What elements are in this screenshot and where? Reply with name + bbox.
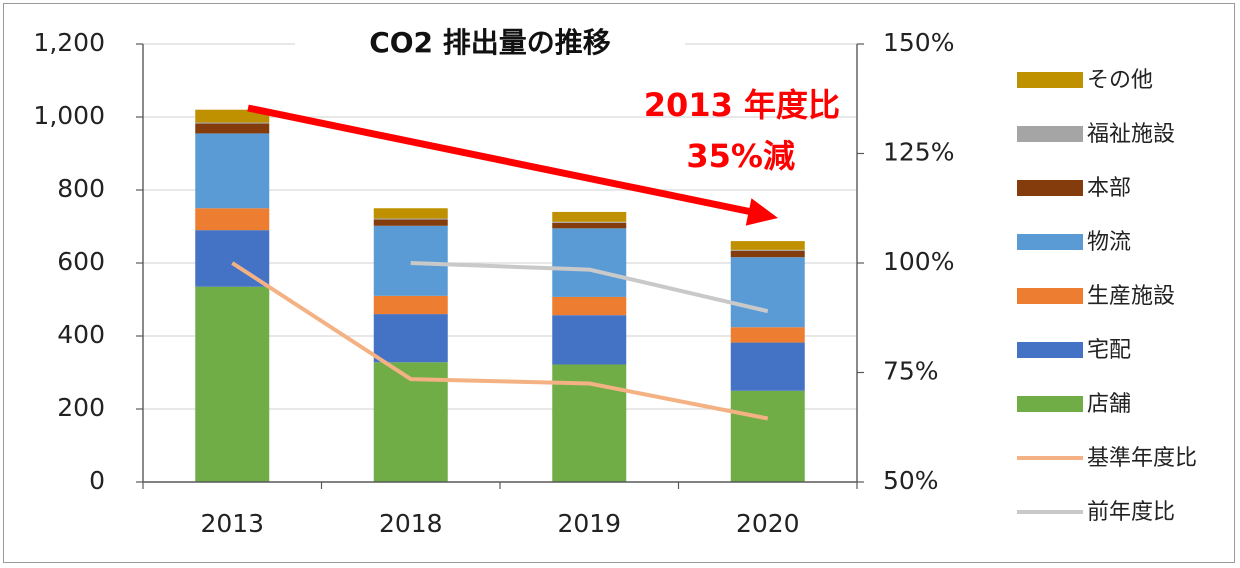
legend-label: 店舗	[1087, 392, 1131, 417]
legend-label: 生産施設	[1087, 284, 1175, 309]
bar-segment	[195, 208, 270, 231]
bar-segment	[730, 250, 805, 258]
bar-segment	[552, 315, 627, 365]
y-tick-label: 200	[57, 393, 105, 422]
chart-title: CO2 排出量の推移	[369, 26, 611, 59]
bar-segment	[195, 109, 270, 123]
bar-segment	[730, 241, 805, 250]
annotation-arrow	[247, 104, 753, 216]
bar-segment	[730, 257, 805, 328]
y2-tick-label: 150%	[883, 28, 954, 57]
annotation-group: 2013 年度比 35%減	[247, 86, 840, 226]
legend-swatch	[1017, 180, 1083, 196]
axes: 0 200 400 600 800 1,000 1,200 50% 75% 100% 125% 150…	[33, 28, 954, 538]
chart-title-group: CO2 排出量の推移	[295, 22, 685, 66]
y-tick-label: 0	[89, 466, 105, 495]
legend-swatch	[1017, 396, 1083, 412]
bar-segment	[195, 123, 270, 134]
bar-segment	[730, 327, 805, 343]
bar-segment	[373, 362, 448, 482]
lines	[231, 261, 769, 421]
y-tick-label: 1,000	[33, 101, 105, 130]
legend-label: 本部	[1087, 176, 1131, 201]
title-background	[295, 22, 685, 66]
series-line	[231, 261, 769, 421]
y2-tick-label: 50%	[883, 466, 939, 495]
bar-segment	[373, 208, 448, 219]
legend-swatch	[1017, 288, 1083, 304]
bar-segment	[373, 225, 448, 296]
y2-tick-label: 100%	[883, 247, 954, 276]
annotation-line-2: 35%減	[686, 137, 795, 175]
bar-segment	[195, 133, 270, 209]
y-tick-label: 1,200	[33, 28, 105, 57]
legend-label: 基準年度比	[1087, 446, 1197, 471]
bar-segment	[373, 218, 448, 220]
legend-label: 宅配	[1087, 338, 1131, 363]
bar-segment	[552, 211, 627, 222]
y-tick-label: 600	[57, 247, 105, 276]
legend-swatch	[1017, 72, 1083, 88]
bar-segment	[373, 219, 448, 226]
x-tick-label: 2019	[557, 509, 621, 538]
bar-segment	[730, 249, 805, 251]
legend-label: 物流	[1087, 230, 1131, 255]
bar-segment	[552, 228, 627, 297]
annotation-arrowhead	[745, 198, 778, 226]
bar-segment	[552, 221, 627, 223]
legend-label: その他	[1087, 68, 1153, 93]
annotation-line-1: 2013 年度比	[644, 86, 840, 124]
y-tick-label: 800	[57, 174, 105, 203]
legend-label: 前年度比	[1087, 500, 1175, 525]
series-line	[410, 261, 769, 314]
bars	[195, 109, 805, 482]
bar-segment	[373, 314, 448, 363]
bar-segment	[195, 286, 270, 482]
bar-segment	[195, 122, 270, 124]
y2-tick-label: 125%	[883, 138, 954, 167]
legend-swatch	[1017, 126, 1083, 142]
x-tick-label: 2020	[736, 509, 800, 538]
y-tick-label: 400	[57, 320, 105, 349]
bar-segment	[552, 296, 627, 316]
y2-tick-label: 75%	[883, 357, 939, 386]
bar-segment	[552, 222, 627, 229]
x-tick-label: 2013	[200, 509, 264, 538]
x-tick-label: 2018	[379, 509, 443, 538]
bar-segment	[730, 390, 805, 482]
bar-segment	[730, 342, 805, 391]
legend-label: 福祉施設	[1087, 122, 1175, 147]
legend-swatch	[1017, 234, 1083, 250]
legend-swatch	[1017, 342, 1083, 358]
bar-segment	[373, 295, 448, 315]
